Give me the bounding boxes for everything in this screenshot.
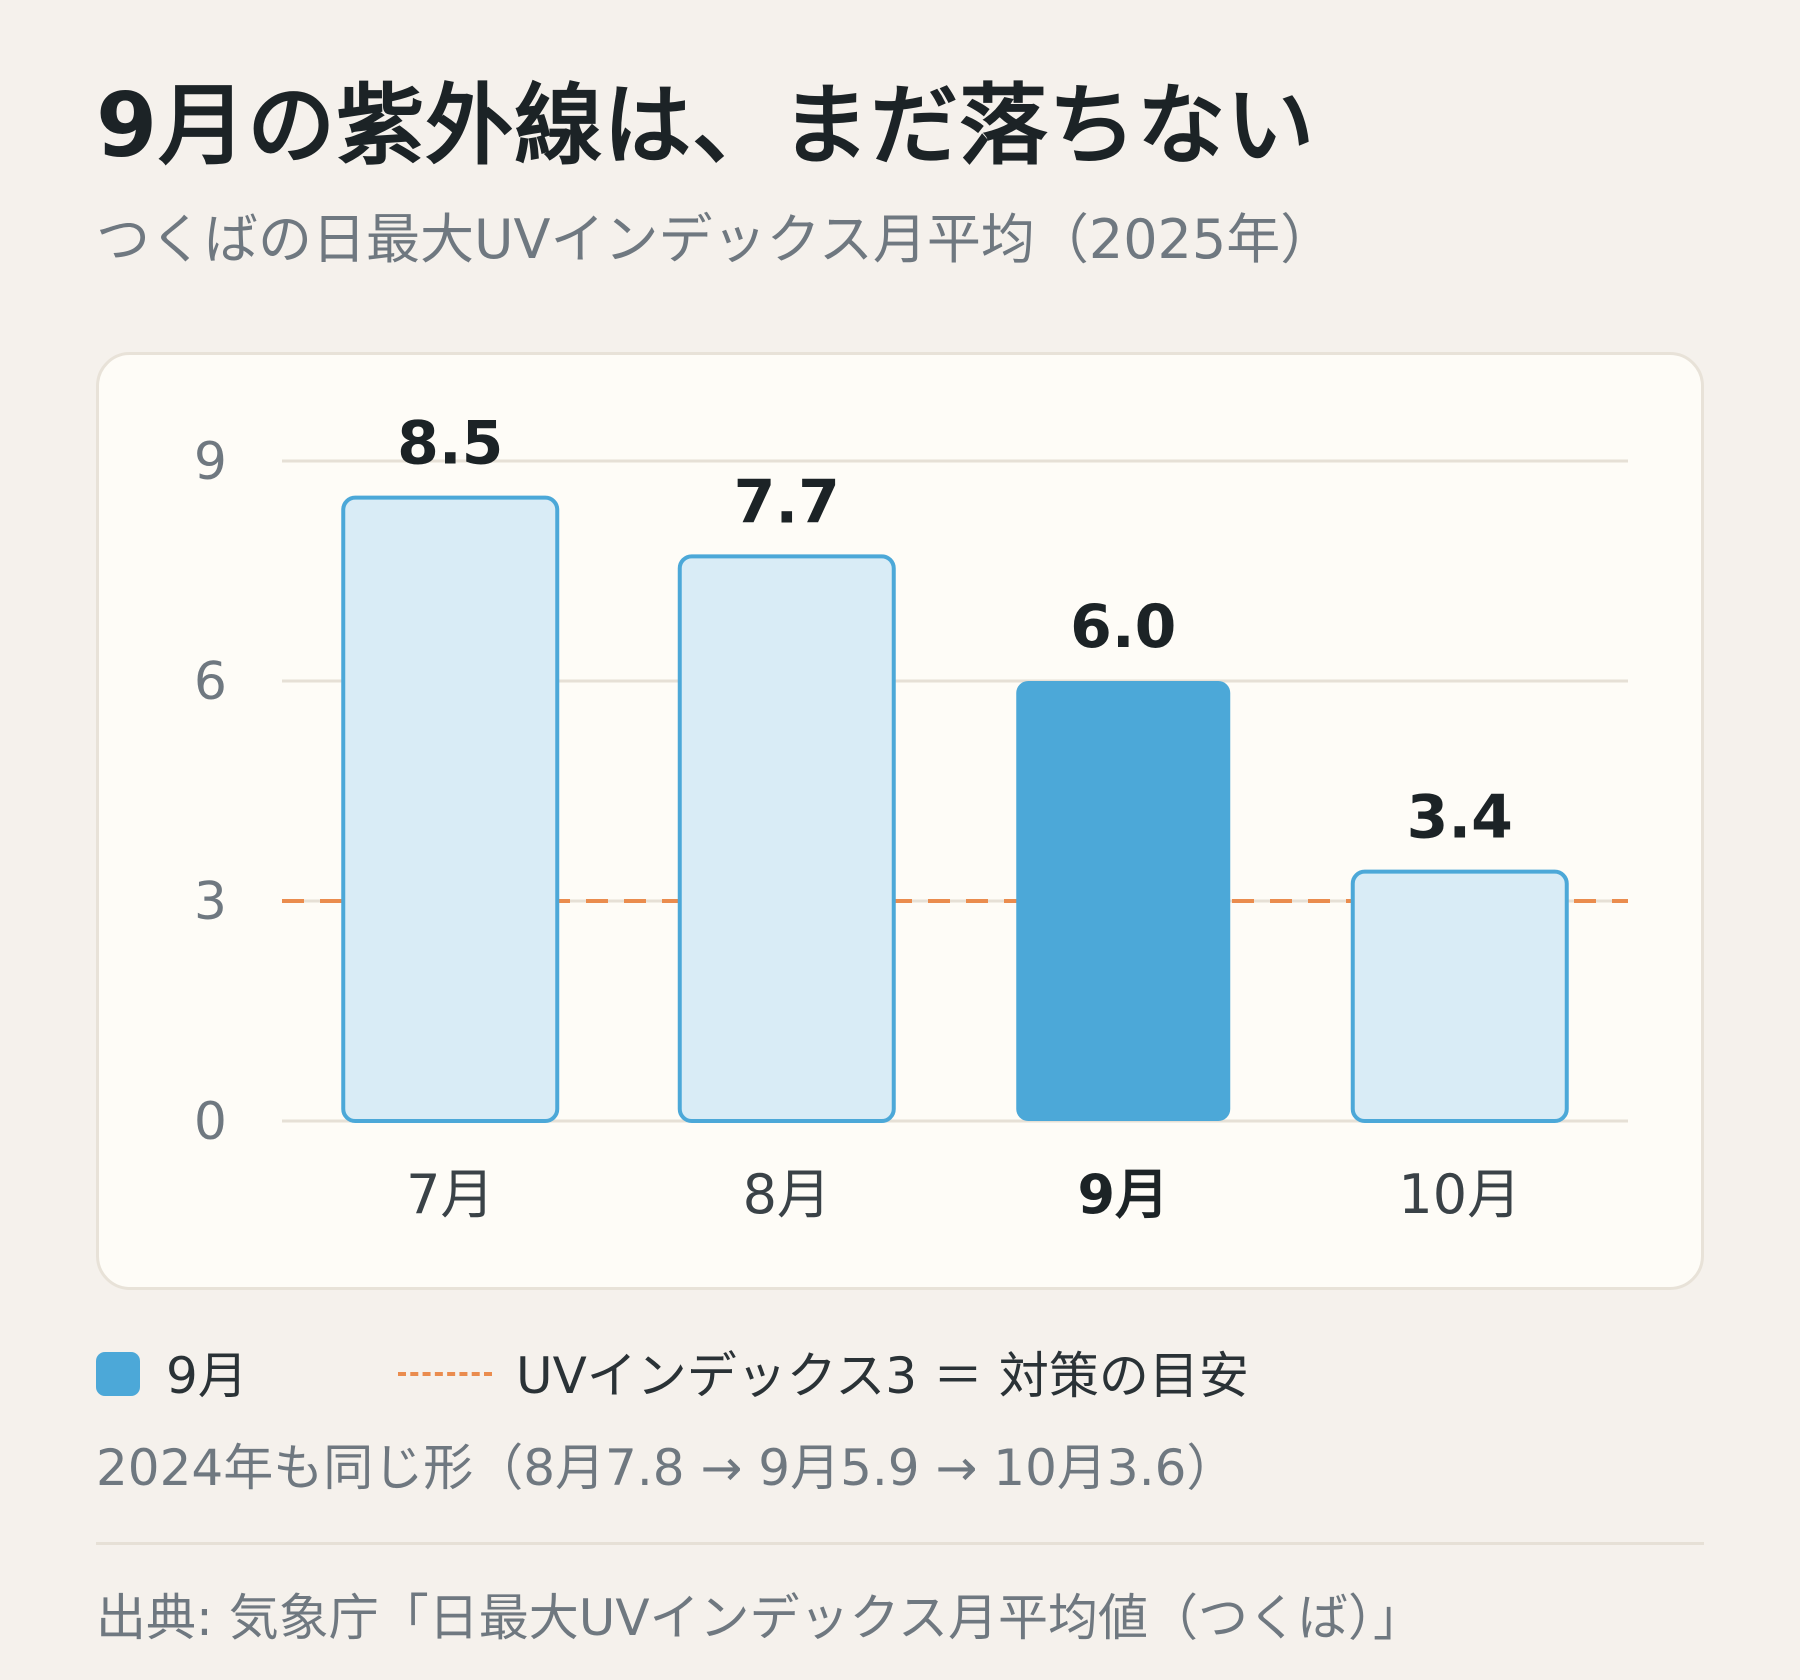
data-label: 7.7 <box>734 467 840 537</box>
data-label: 8.5 <box>397 409 503 479</box>
bar-1 <box>341 495 560 1123</box>
x-tick-label: 8月 <box>743 1163 831 1226</box>
chart-card: 0 3 6 9 8.5 7月 7.7 8月 6.0 9月 3.4 10月 <box>96 352 1704 1290</box>
chart-subtitle: つくばの日最大UVインデックス月平均（2025年） <box>96 208 1335 271</box>
x-tick-label: 7月 <box>406 1163 494 1226</box>
data-label: 3.4 <box>1407 783 1513 853</box>
y-tick-label: 9 <box>194 432 227 492</box>
legend-highlight-label: 9月 <box>166 1347 248 1405</box>
x-tick-label: 9月 <box>1077 1163 1169 1226</box>
source-note: 出典: 気象庁「日最大UVインデックス月平均値（つくば）」 <box>96 1589 1424 1647</box>
legend-highlight-swatch <box>96 1352 140 1396</box>
data-label: 6.0 <box>1070 592 1176 662</box>
divider <box>96 1542 1704 1545</box>
chart-title: 9月の紫外線は、まだ落ちない <box>96 74 1316 177</box>
legend-reference-line <box>398 1372 492 1376</box>
y-tick-label: 0 <box>194 1092 227 1152</box>
comparison-note: 2024年も同じ形（8月7.8 → 9月5.9 → 10月3.6） <box>96 1439 1237 1497</box>
bar-chart: 0 3 6 9 8.5 7月 7.7 8月 6.0 9月 3.4 10月 <box>194 409 1628 1226</box>
bar-4 <box>1350 869 1569 1124</box>
x-tick-label: 10月 <box>1398 1163 1521 1226</box>
y-tick-label: 6 <box>194 652 227 712</box>
legend-reference-label: UVインデックス3 ＝ 対策の目安 <box>516 1347 1249 1405</box>
bar-2 <box>677 554 896 1124</box>
bar-3 <box>1016 681 1231 1121</box>
y-tick-label: 3 <box>194 872 227 932</box>
